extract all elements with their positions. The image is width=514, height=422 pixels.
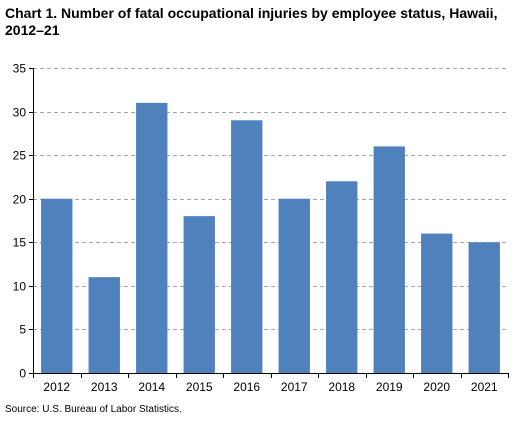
bar-2019 (373, 146, 405, 373)
bar-2017 (278, 198, 310, 373)
x-tick-label: 2019 (376, 380, 403, 394)
x-tick-label: 2015 (186, 380, 213, 394)
bars (41, 102, 500, 374)
x-tick-label: 2013 (91, 380, 118, 394)
y-tick-label: 20 (13, 193, 27, 207)
x-tick-label: 2016 (233, 380, 260, 394)
x-tick-label: 2012 (43, 380, 70, 394)
bar-2018 (326, 181, 358, 373)
bar-2014 (136, 102, 168, 373)
x-tick-label: 2014 (138, 380, 165, 394)
y-tick-label: 35 (13, 62, 27, 76)
x-tick-label: 2017 (281, 380, 308, 394)
source-note: Source: U.S. Bureau of Labor Statistics. (5, 404, 182, 415)
axes (29, 68, 509, 378)
chart-title: Chart 1. Number of fatal occupational in… (5, 5, 498, 38)
x-tick-label: 2020 (423, 380, 450, 394)
bar-2015 (183, 216, 215, 373)
y-tick-label: 25 (13, 149, 27, 163)
bar-2013 (88, 277, 120, 373)
bar-2016 (231, 120, 263, 374)
y-tick-label: 30 (13, 106, 27, 120)
x-tick-label: 2021 (471, 380, 498, 394)
bar-2020 (421, 233, 453, 373)
y-tick-labels: 0 5 10 15 20 25 30 35 (13, 62, 27, 381)
bar-2021 (468, 242, 500, 373)
y-tick-label: 15 (13, 236, 27, 250)
y-tick-label: 0 (19, 367, 26, 381)
bar-2012 (41, 198, 73, 373)
y-tick-label: 10 (13, 280, 27, 294)
x-tick-labels: 2012 2013 2014 2015 2016 2017 2018 2019 2020 2021 (43, 380, 498, 394)
y-tick-label: 5 (19, 323, 26, 337)
x-tick-label: 2018 (328, 380, 355, 394)
